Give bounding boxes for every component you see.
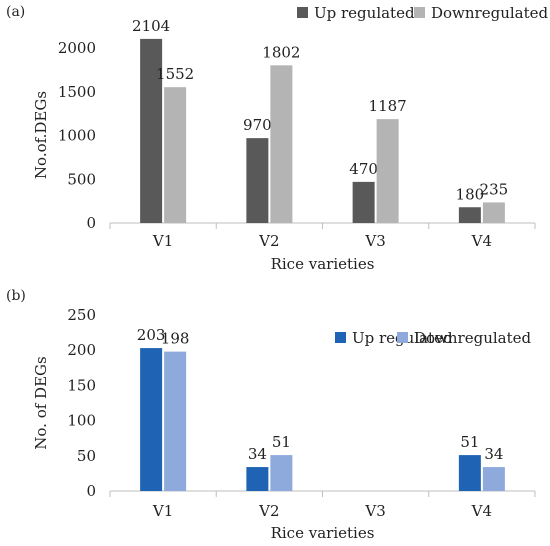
data-label-a: 970 (243, 116, 272, 134)
bar-a-downregulated-v1 (164, 87, 187, 223)
bar-a-downregulated-v2 (270, 65, 293, 223)
y-tick-label-a: 0 (86, 214, 96, 232)
data-label-a: 235 (480, 180, 509, 198)
x-tick-label-b: V4 (471, 502, 492, 520)
legend-swatch-a (414, 7, 425, 18)
data-label-a: 2104 (132, 17, 170, 35)
data-label-b: 198 (161, 330, 190, 348)
x-axis-label-b: Rice varieties (271, 524, 375, 542)
y-axis-label-a: No.of.DEGs (32, 91, 50, 179)
panel-label-a: (a) (6, 4, 25, 20)
y-axis-label-b: No. of DEGs (32, 356, 50, 449)
x-tick-label-a: V2 (258, 232, 279, 250)
data-label-a: 1187 (369, 97, 407, 115)
legend-swatch-b (397, 332, 408, 343)
data-label-b: 34 (248, 445, 267, 463)
legend-label-a: Up regulated (314, 4, 415, 22)
legend-swatch-b (335, 332, 346, 343)
x-axis-label-a: Rice varieties (271, 255, 375, 273)
bar-b-downregulated-v1 (164, 351, 187, 491)
data-label-a: 1802 (262, 43, 300, 61)
bar-a-up-regulated-v4 (458, 207, 481, 223)
y-tick-label-a: 1500 (58, 83, 96, 101)
legend-label-b: Downregulated (414, 329, 532, 347)
data-label-b: 34 (484, 445, 503, 463)
y-tick-label-b: 250 (67, 306, 96, 324)
y-tick-label-b: 100 (67, 412, 96, 430)
legend-label-a: Downregulated (431, 4, 549, 22)
bar-a-downregulated-v4 (482, 202, 505, 223)
panel-label-b: (b) (6, 288, 26, 304)
y-tick-label-b: 0 (86, 482, 96, 500)
x-tick-label-b: V1 (152, 502, 173, 520)
bar-b-up-regulated-v1 (140, 348, 163, 491)
bar-a-up-regulated-v3 (352, 181, 375, 223)
y-tick-label-b: 50 (77, 447, 96, 465)
data-label-b: 51 (460, 433, 479, 451)
bar-b-downregulated-v2 (270, 455, 293, 491)
bar-a-up-regulated-v2 (246, 138, 269, 223)
data-label-a: 470 (349, 160, 378, 178)
x-tick-label-a: V1 (152, 232, 173, 250)
data-label-b: 203 (137, 326, 166, 344)
x-tick-label-b: V3 (364, 502, 385, 520)
data-label-a: 180 (456, 185, 485, 203)
legend-swatch-a (297, 7, 308, 18)
bar-b-up-regulated-v4 (458, 455, 481, 491)
bar-b-downregulated-v4 (482, 467, 505, 491)
y-tick-label-a: 2000 (58, 39, 96, 57)
x-tick-label-a: V3 (364, 232, 385, 250)
data-label-a: 1552 (156, 65, 194, 83)
y-tick-label-a: 1000 (58, 127, 96, 145)
y-tick-label-b: 200 (67, 341, 96, 359)
bar-a-downregulated-v3 (376, 119, 399, 223)
data-label-b: 51 (272, 433, 291, 451)
chart-a: (a) 0 500 1000 1500 2000 2104 1552 V1 970 1802 V2 4… (6, 4, 549, 273)
x-tick-label-a: V4 (471, 232, 492, 250)
bar-a-up-regulated-v1 (140, 38, 163, 224)
y-tick-label-b: 150 (67, 376, 96, 394)
x-tick-label-b: V2 (258, 502, 279, 520)
y-tick-label-a: 500 (67, 170, 96, 188)
bar-b-up-regulated-v2 (246, 467, 269, 491)
